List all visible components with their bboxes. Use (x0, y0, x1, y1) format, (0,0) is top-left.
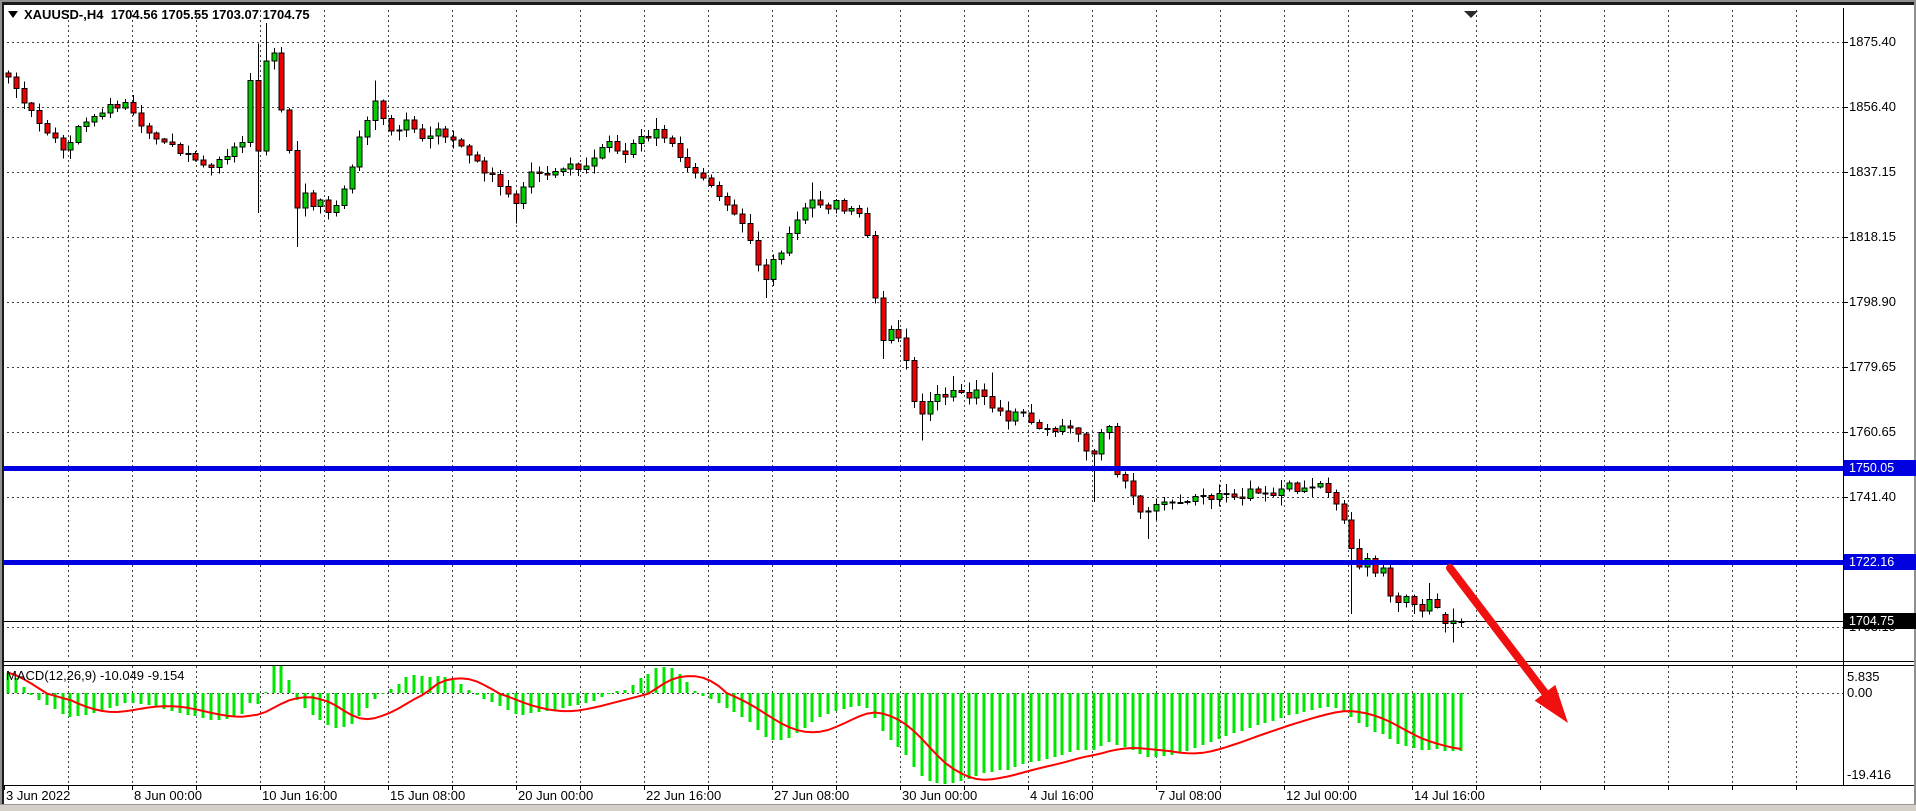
window-bottom-strip (0, 804, 1916, 811)
horizontal-line-object[interactable] (2, 466, 1843, 471)
symbol-period-label: XAUUSD-,H4 (24, 7, 104, 22)
chart-title: XAUUSD-,H4 1704.56 1705.55 1703.07 1704.… (24, 7, 310, 22)
macd-indicator-label: MACD(12,26,9) -10.049 -9.154 (6, 668, 185, 683)
time-axis-label: 7 Jul 08:00 (1158, 788, 1222, 803)
window-border-top (0, 0, 1916, 2)
time-axis-label: 12 Jul 00:00 (1286, 788, 1357, 803)
price-axis-label: 1798.90 (1849, 294, 1896, 309)
time-axis-label: 14 Jul 16:00 (1414, 788, 1485, 803)
price-axis-label: 1875.40 (1849, 34, 1896, 49)
time-axis-label: 22 Jun 16:00 (646, 788, 722, 803)
time-axis-label: 3 Jun 2022 (6, 788, 71, 803)
time-axis-label: 15 Jun 08:00 (390, 788, 466, 803)
chart-title-bar: XAUUSD-,H4 1704.56 1705.55 1703.07 1704.… (0, 5, 1916, 23)
hline-price-badge: 1750.05 (1844, 460, 1916, 476)
price-axis-label: 1837.15 (1849, 164, 1896, 179)
window-border-left-inner (2, 2, 4, 804)
price-axis-label: 1818.15 (1849, 229, 1896, 244)
hline-price-badge: 1722.16 (1844, 554, 1916, 570)
macd-values: -10.049 -9.154 (99, 668, 185, 683)
ohlc-close: 1704.75 (262, 7, 310, 22)
window-border-left (0, 0, 2, 804)
time-axis-label: 20 Jun 00:00 (518, 788, 594, 803)
ohlc-low: 1703.07 (211, 7, 259, 22)
macd-scale-label: -19.416 (1847, 767, 1892, 782)
chart-shift-marker-icon (1464, 11, 1478, 18)
current-price-badge: 1704.75 (1844, 613, 1916, 629)
price-axis-label: 1760.65 (1849, 424, 1896, 439)
ohlc-high: 1705.55 (161, 7, 209, 22)
time-axis-label: 27 Jun 08:00 (774, 788, 850, 803)
ohlc-open: 1704.56 (110, 7, 158, 22)
window-border-right (1914, 0, 1916, 811)
macd-scale-label: 5.835 (1847, 669, 1880, 684)
price-axis-label: 1856.40 (1849, 99, 1896, 114)
time-axis-label: 10 Jun 16:00 (262, 788, 338, 803)
window-border-top-inner (0, 2, 1916, 5)
price-axis-label: 1779.65 (1849, 359, 1896, 374)
macd-name: MACD(12,26,9) (6, 668, 97, 683)
symbol-dropdown-icon[interactable] (8, 11, 18, 18)
macd-scale-label: 0.00 (1847, 685, 1873, 700)
horizontal-line-object[interactable] (2, 560, 1843, 565)
time-axis-label: 4 Jul 16:00 (1030, 788, 1094, 803)
price-axis-label: 1741.40 (1849, 489, 1896, 504)
time-axis-label: 30 Jun 00:00 (902, 788, 978, 803)
time-axis-label: 8 Jun 00:00 (134, 788, 202, 803)
